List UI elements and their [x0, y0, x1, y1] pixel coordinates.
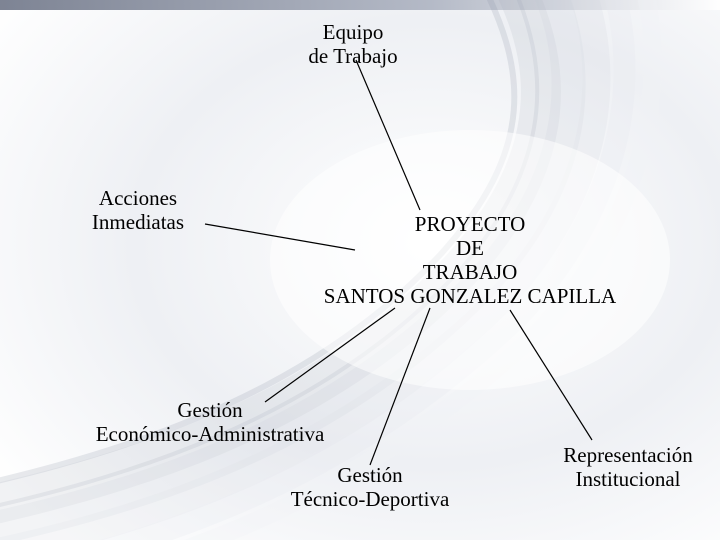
diagram-stage: PROYECTO DE TRABAJO SANTOS GONZALEZ CAPI…: [0, 0, 720, 540]
node-rep: Representación Institucional: [468, 443, 720, 491]
edge-2: [265, 308, 395, 402]
edge-4: [510, 310, 592, 440]
edge-3: [370, 308, 430, 465]
center-node: PROYECTO DE TRABAJO SANTOS GONZALEZ CAPI…: [290, 212, 650, 309]
node-econ: Gestión Económico-Administrativa: [50, 398, 370, 446]
node-equipo: Equipo de Trabajo: [193, 20, 513, 68]
node-acciones: Acciones Inmediatas: [0, 186, 298, 234]
edge-0: [356, 60, 420, 210]
